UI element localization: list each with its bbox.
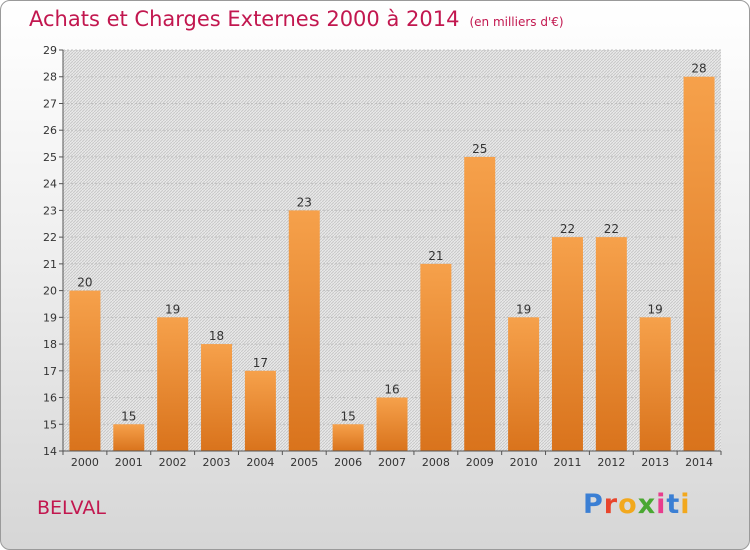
x-tick-label: 2001 bbox=[115, 456, 143, 469]
bar-2011 bbox=[551, 237, 583, 451]
bar-2002 bbox=[157, 317, 189, 451]
x-tick-label: 2010 bbox=[510, 456, 538, 469]
logo-letter: o bbox=[618, 489, 638, 520]
y-tick-label: 18 bbox=[43, 338, 57, 351]
bar-2007 bbox=[376, 397, 408, 451]
y-tick-label: 15 bbox=[43, 418, 57, 431]
y-axis: 14 15 16 17 18 19 20 21 22 23 24 25 26 27 28 29 bbox=[43, 44, 64, 458]
bar-2013 bbox=[639, 317, 671, 451]
y-tick-label: 27 bbox=[43, 97, 57, 110]
y-tick-label: 22 bbox=[43, 231, 57, 244]
bar-value-label: 23 bbox=[297, 195, 312, 209]
bar-2001 bbox=[113, 424, 145, 451]
y-tick-label: 19 bbox=[43, 311, 57, 324]
bar-value-label: 19 bbox=[165, 302, 180, 316]
bar-value-label: 22 bbox=[560, 222, 575, 236]
commune-name: BELVAL bbox=[37, 497, 106, 519]
x-tick-label: 2000 bbox=[71, 456, 99, 469]
y-tick-label: 28 bbox=[43, 71, 57, 84]
logo-letter: i bbox=[680, 489, 691, 520]
bar-2000 bbox=[69, 290, 101, 451]
bar-2006 bbox=[332, 424, 364, 451]
y-tick-label: 24 bbox=[43, 178, 57, 191]
bar-value-label: 22 bbox=[604, 222, 619, 236]
bar-2005 bbox=[288, 210, 320, 451]
x-tick-label: 2002 bbox=[159, 456, 187, 469]
logo-letter: x bbox=[637, 489, 657, 520]
x-tick-label: 2006 bbox=[334, 456, 362, 469]
chart-unit: (en milliers d'€) bbox=[469, 15, 564, 29]
logo-letter: t bbox=[666, 489, 681, 520]
bar-2014 bbox=[683, 76, 715, 451]
bar-2004 bbox=[244, 370, 276, 451]
bar-value-label: 25 bbox=[472, 142, 487, 156]
y-tick-label: 26 bbox=[43, 124, 57, 137]
x-tick-label: 2012 bbox=[597, 456, 625, 469]
x-tick-label: 2009 bbox=[466, 456, 494, 469]
y-tick-label: 16 bbox=[43, 392, 57, 405]
bar-2008 bbox=[420, 263, 452, 451]
x-tick-label: 2005 bbox=[290, 456, 318, 469]
bars-group: 20 15 19 18 17 23 15 16 21 25 19 22 22 19 28 bbox=[69, 62, 715, 451]
bar-2009 bbox=[464, 156, 496, 451]
x-tick-label: 2013 bbox=[641, 456, 669, 469]
y-tick-label: 23 bbox=[43, 204, 57, 217]
logo-letter: P bbox=[583, 489, 604, 520]
logo-letter: i bbox=[656, 489, 667, 520]
y-tick-label: 20 bbox=[43, 285, 57, 298]
chart-title: Achats et Charges Externes 2000 à 2014 (e… bbox=[29, 7, 564, 31]
y-tick-label: 25 bbox=[43, 151, 57, 164]
bar-value-label: 18 bbox=[209, 329, 224, 343]
x-tick-label: 2004 bbox=[246, 456, 274, 469]
x-tick-label: 2014 bbox=[685, 456, 713, 469]
bar-value-label: 17 bbox=[253, 356, 268, 370]
bar-value-label: 15 bbox=[340, 409, 355, 423]
bar-2003 bbox=[201, 344, 233, 451]
chart-title-text: Achats et Charges Externes 2000 à 2014 bbox=[29, 7, 460, 31]
y-tick-label: 21 bbox=[43, 258, 57, 271]
logo-letter: r bbox=[603, 489, 619, 520]
bar-value-label: 21 bbox=[428, 249, 443, 263]
bar-value-label: 20 bbox=[77, 276, 92, 290]
proxiti-logo: Proxiti bbox=[583, 489, 691, 520]
y-tick-label: 14 bbox=[43, 445, 57, 458]
x-tick-label: 2008 bbox=[422, 456, 450, 469]
bar-value-label: 28 bbox=[691, 62, 706, 76]
x-tick-label: 2011 bbox=[553, 456, 581, 469]
bar-2010 bbox=[508, 317, 540, 451]
x-tick-label: 2003 bbox=[203, 456, 231, 469]
bar-2012 bbox=[595, 237, 627, 451]
bar-value-label: 15 bbox=[121, 409, 136, 423]
y-tick-label: 17 bbox=[43, 365, 57, 378]
x-axis: 2000 2001 2002 2003 2004 2005 2006 2007 2008 2009… bbox=[62, 450, 722, 469]
x-tick-label: 2007 bbox=[378, 456, 406, 469]
y-tick-label: 29 bbox=[43, 44, 57, 57]
bar-value-label: 16 bbox=[384, 383, 399, 397]
bar-value-label: 19 bbox=[648, 302, 663, 316]
bar-value-label: 19 bbox=[516, 302, 531, 316]
